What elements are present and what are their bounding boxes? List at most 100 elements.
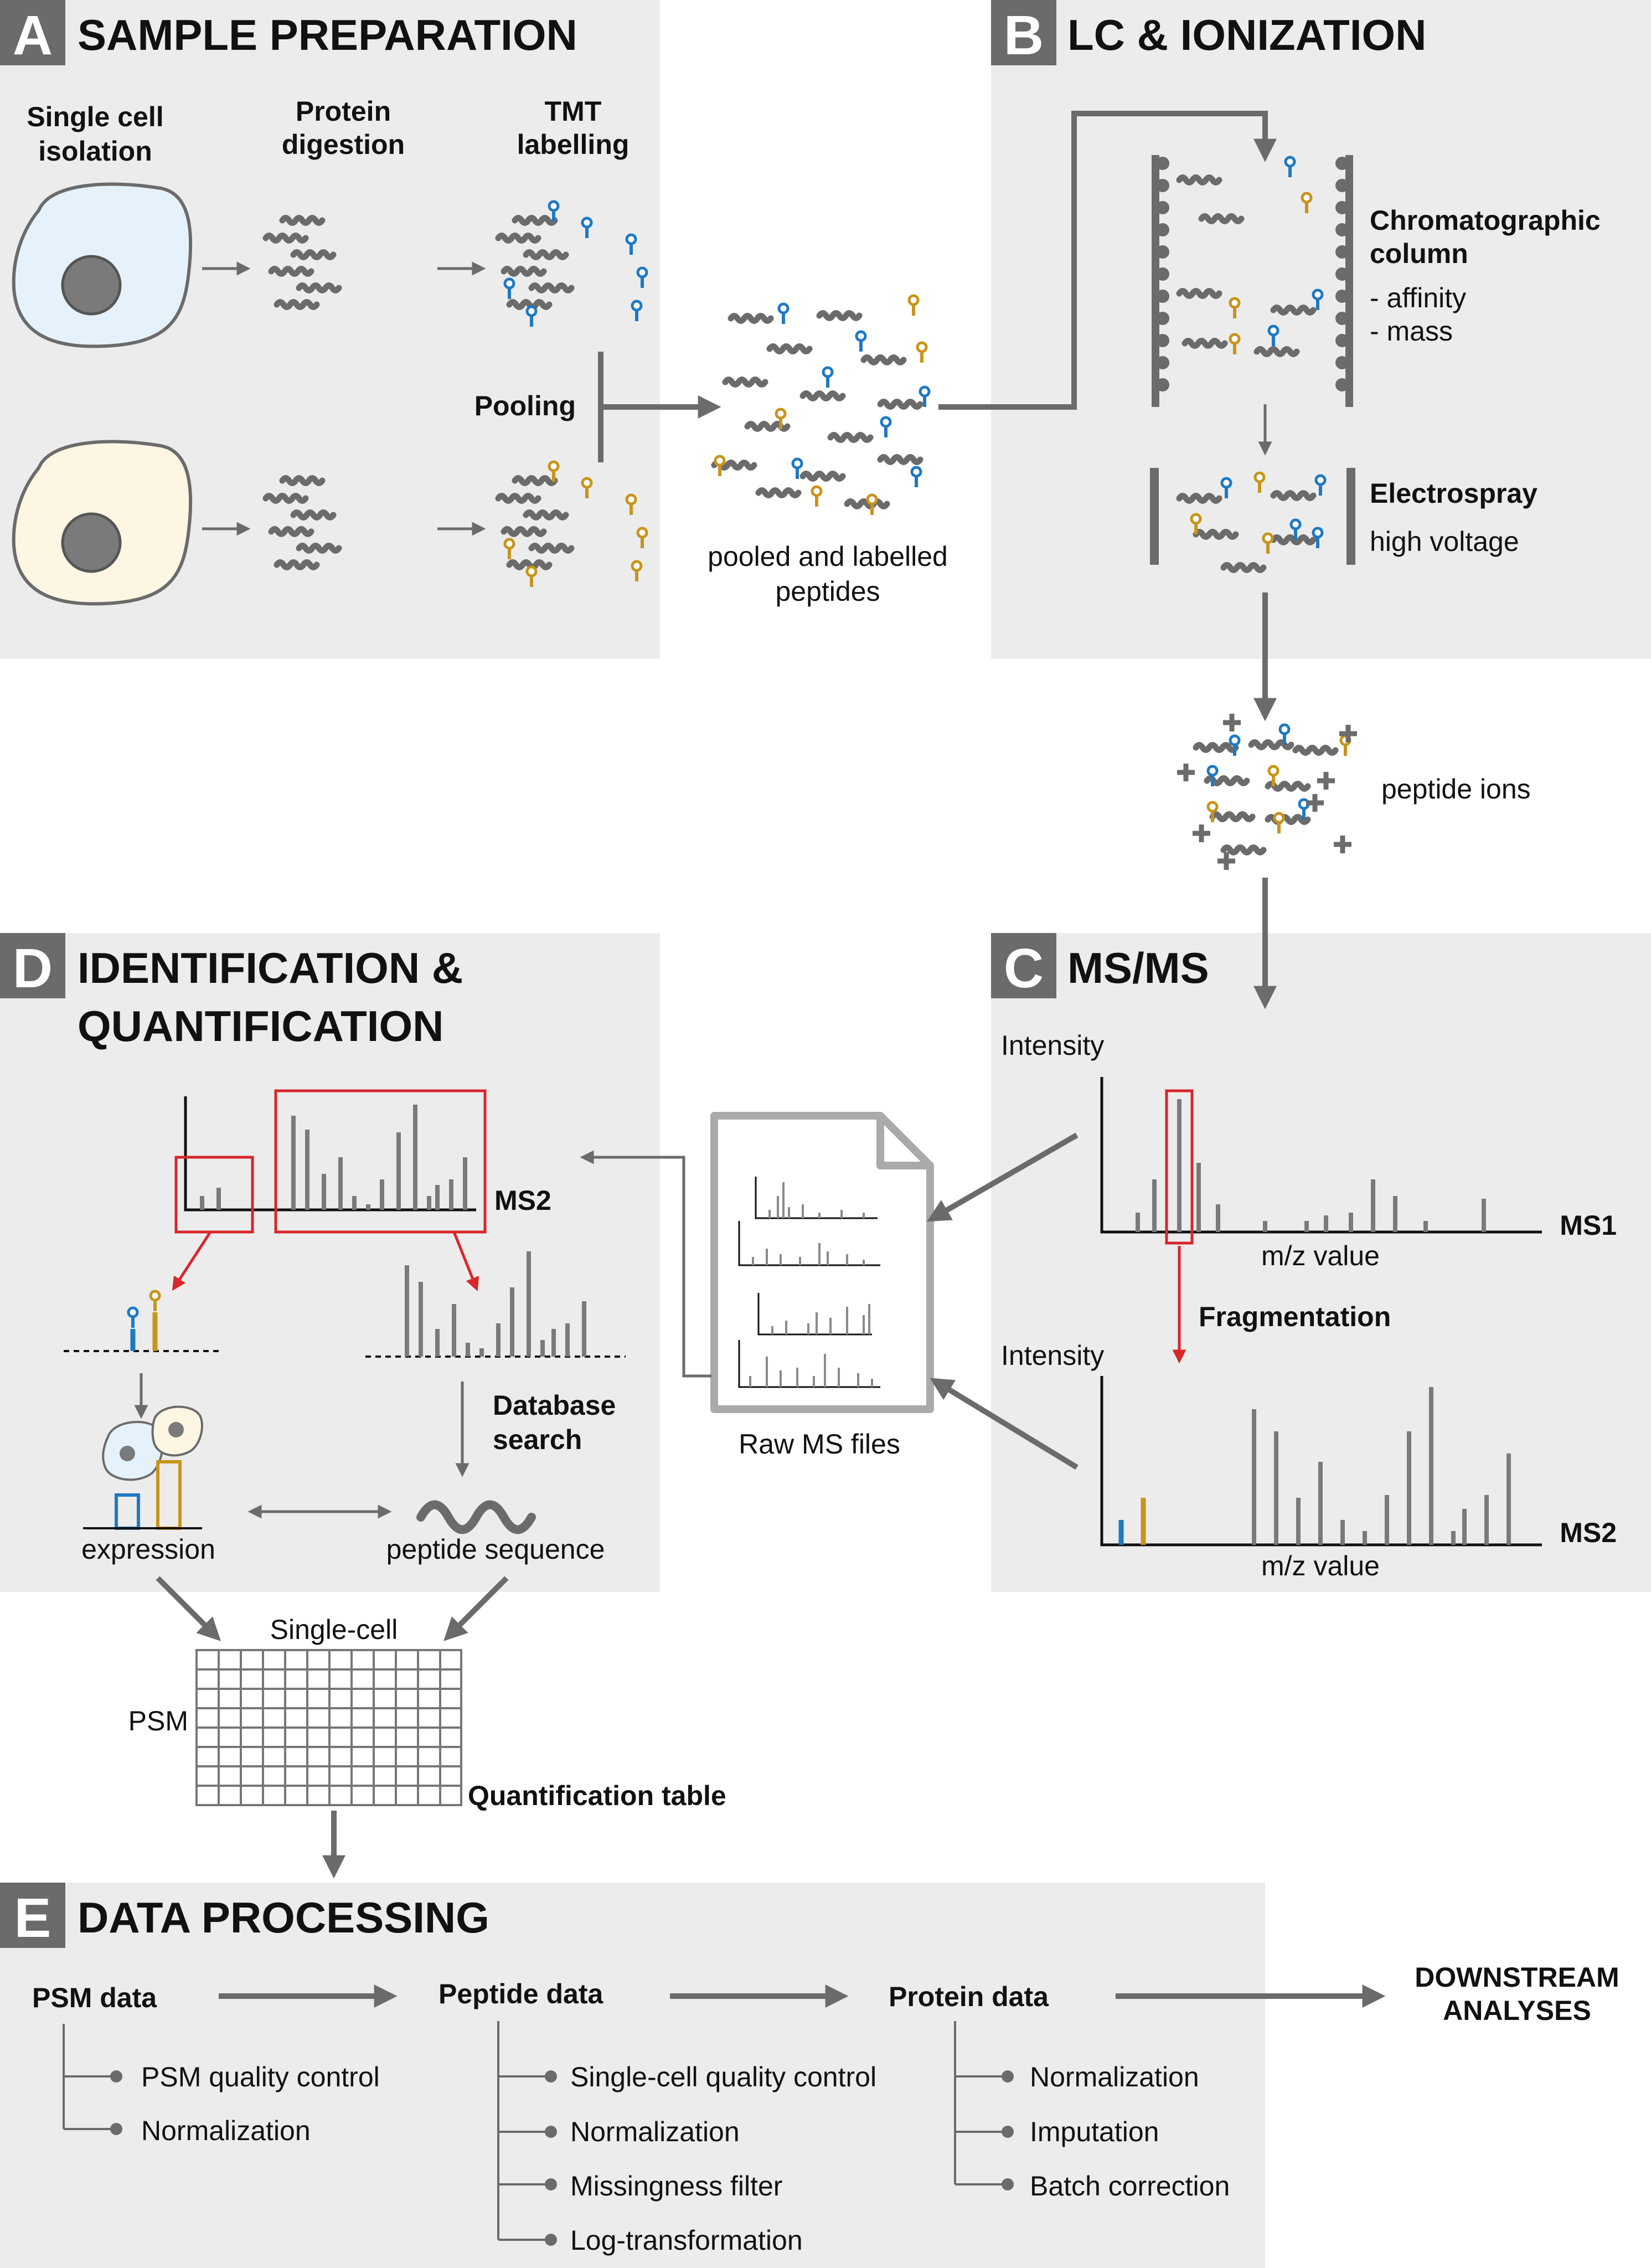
peptide-sequence-label: peptide sequence <box>386 1534 605 1565</box>
step-digestion-line2: digestion <box>282 129 405 160</box>
peptide-ions <box>1177 714 1357 870</box>
d-ms2-fragment-peaks <box>291 1105 467 1210</box>
electrospray-label: Electrospray <box>1370 478 1538 509</box>
nucleus-yellow-cell <box>61 512 122 573</box>
protein-steps-tree <box>954 2021 1008 2185</box>
peptide-data-label: Peptide data <box>438 1978 603 2009</box>
ms2-reporter-peaks <box>1118 1498 1146 1545</box>
ms1-peaks <box>1136 1099 1486 1232</box>
panel-a-title: SAMPLE PREPARATION <box>78 11 577 59</box>
panel-c-letter: C <box>1004 937 1044 999</box>
quantification-table-label: Quantification table <box>468 1780 726 1811</box>
peptide-step-dots <box>545 2070 557 2246</box>
panel-b-letter: B <box>1004 4 1044 66</box>
electrospray-chamber <box>1150 468 1355 570</box>
ms1-intensity-label: Intensity <box>1001 1030 1104 1061</box>
ms2-label: MS2 <box>1560 1517 1617 1548</box>
column-label-line2: column <box>1370 238 1468 269</box>
panel-d-title-line2: QUANTIFICATION <box>78 1002 443 1050</box>
panel-d-background <box>0 933 660 1592</box>
panel-e-letter-box <box>0 1883 65 1948</box>
protein-step-3: Batch correction <box>1030 2171 1230 2202</box>
panel-b-title: LC & IONIZATION <box>1067 11 1427 59</box>
ms1-mz-label: m/z value <box>1261 1240 1380 1271</box>
column-mass: - mass <box>1370 316 1453 347</box>
pooled-label-line2: peptides <box>775 576 880 607</box>
psm-steps-tree <box>63 2024 116 2130</box>
fragmentation-label: Fragmentation <box>1199 1301 1391 1332</box>
panel-d-letter-box <box>0 933 65 998</box>
panel-c-letter-box <box>991 933 1056 998</box>
downstream-line2: ANALYSES <box>1443 1995 1591 2026</box>
arrow-sequence-to-table <box>443 1576 509 1641</box>
ms2-intensity-label: Intensity <box>1001 1340 1104 1371</box>
protein-data-label: Protein data <box>889 1981 1049 2012</box>
db-label-line2: search <box>493 1424 582 1455</box>
panel-b-background <box>991 0 1651 659</box>
arrow-expression-to-table <box>156 1576 221 1641</box>
ms2-fragment-peaks <box>1252 1387 1511 1545</box>
peptide-sequence-icon <box>416 1500 536 1534</box>
psm-step-2: Normalization <box>141 2115 311 2146</box>
d-fragment-box <box>274 1089 487 1234</box>
protein-step-1: Normalization <box>1030 2061 1199 2092</box>
peptide-step-1: Single-cell quality control <box>570 2061 876 2092</box>
d-ms2-label: MS2 <box>494 1185 551 1216</box>
step-digestion-line1: Protein <box>296 96 391 127</box>
pooled-peptides <box>714 313 920 507</box>
fragment-zoom-peaks <box>405 1251 586 1357</box>
psm-data-label: PSM data <box>32 1982 157 2013</box>
raw-ms-files-label: Raw MS files <box>739 1429 900 1460</box>
column-affinity: - affinity <box>1370 282 1466 313</box>
protein-step-dots <box>1002 2070 1014 2190</box>
chromatographic-column <box>1152 155 1353 407</box>
step-tmt-line1: TMT <box>545 96 602 127</box>
raw-ms-files-document <box>710 1112 934 1413</box>
table-psm-label: PSM <box>128 1705 188 1736</box>
peptide-step-3: Missingness filter <box>570 2171 782 2202</box>
peptide-step-2: Normalization <box>570 2116 740 2147</box>
arrow-to-column <box>938 111 1277 410</box>
downstream-line1: DOWNSTREAM <box>1415 1962 1619 1993</box>
ms2-axes <box>1100 1376 1542 1547</box>
panel-e-background <box>0 1883 1265 2268</box>
panel-a-letter-box <box>0 0 65 65</box>
arrow-raw-to-identification <box>580 1150 711 1378</box>
panel-d-title-line1: IDENTIFICATION & <box>78 944 463 992</box>
ms1-label: MS1 <box>1560 1210 1617 1241</box>
expression-icon <box>83 1405 203 1530</box>
peptide-ions-label: peptide ions <box>1381 774 1531 805</box>
d-ms2-reporter-peaks <box>200 1188 221 1210</box>
step-isolation-line2: isolation <box>38 136 152 167</box>
ms1-selected-peak-box <box>1165 1089 1194 1245</box>
pooled-tags <box>715 296 929 515</box>
arrow-to-reporter-zoom <box>172 1231 212 1291</box>
step-isolation-line1: Single cell <box>27 101 163 132</box>
step-tmt-line2: labelling <box>517 129 630 160</box>
panel-e-title: DATA PROCESSING <box>78 1893 489 1942</box>
quantification-table-grid <box>195 1649 462 1806</box>
peptide-step-4: Log-transformation <box>570 2225 803 2256</box>
db-label-line1: Database <box>493 1390 616 1421</box>
panel-a-letter: A <box>13 4 53 66</box>
pooling-label: Pooling <box>474 390 576 421</box>
table-single-cell-label: Single-cell <box>270 1614 398 1645</box>
arrow-to-fragment-zoom <box>452 1231 479 1291</box>
expression-label: expression <box>81 1534 215 1565</box>
electrospray-voltage: high voltage <box>1370 526 1519 557</box>
arrow-ms2-to-raw <box>930 1378 1079 1470</box>
panel-b-letter-box <box>991 0 1056 65</box>
d-ms2-axes <box>184 1096 476 1212</box>
psm-step-dots <box>110 2070 122 2135</box>
arrow-ms1-to-raw <box>927 1132 1079 1222</box>
panel-d-letter: D <box>13 937 53 999</box>
panel-e-letter: E <box>14 1887 51 1949</box>
peptide-steps-tree <box>497 2021 551 2241</box>
d-reporter-box <box>174 1156 254 1234</box>
ms2-mz-label: m/z value <box>1261 1550 1380 1581</box>
psm-step-1: PSM quality control <box>141 2061 380 2092</box>
protein-step-2: Imputation <box>1030 2116 1159 2147</box>
panel-c-title: MS/MS <box>1067 944 1209 992</box>
pooled-label-line1: pooled and labelled <box>708 541 948 572</box>
